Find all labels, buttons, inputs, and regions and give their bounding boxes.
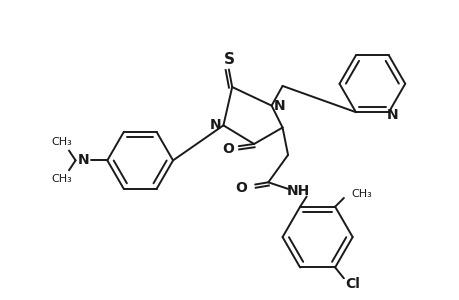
Text: S: S: [223, 52, 234, 67]
Text: NH: NH: [285, 184, 309, 198]
Text: O: O: [221, 142, 233, 157]
Text: N: N: [386, 109, 397, 122]
Text: CH₃: CH₃: [51, 137, 72, 147]
Text: O: O: [235, 181, 246, 195]
Text: Cl: Cl: [344, 277, 359, 291]
Text: N: N: [77, 153, 89, 167]
Text: CH₃: CH₃: [51, 174, 72, 184]
Text: CH₃: CH₃: [350, 189, 371, 199]
Text: N: N: [273, 99, 285, 112]
Text: N: N: [209, 118, 221, 132]
